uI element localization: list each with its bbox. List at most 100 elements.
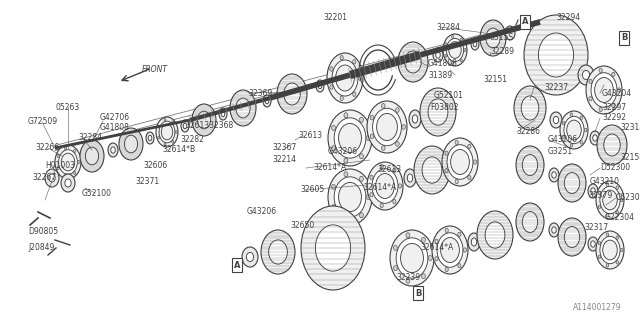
Ellipse shape (330, 85, 333, 89)
Ellipse shape (606, 183, 609, 186)
Ellipse shape (353, 60, 356, 64)
Text: H01003: H01003 (45, 161, 75, 170)
Ellipse shape (360, 176, 364, 181)
Ellipse shape (318, 83, 322, 89)
Ellipse shape (360, 154, 364, 159)
Ellipse shape (468, 233, 480, 251)
Ellipse shape (451, 149, 469, 174)
Ellipse shape (376, 114, 397, 140)
Ellipse shape (560, 111, 588, 149)
Ellipse shape (236, 98, 250, 118)
Ellipse shape (398, 42, 428, 82)
Ellipse shape (554, 116, 559, 124)
Ellipse shape (612, 103, 615, 108)
Ellipse shape (148, 135, 152, 141)
Ellipse shape (393, 168, 396, 172)
Ellipse shape (455, 140, 458, 145)
Text: B: B (415, 289, 421, 298)
Ellipse shape (332, 184, 335, 189)
Ellipse shape (330, 67, 333, 71)
Ellipse shape (606, 264, 609, 267)
Ellipse shape (219, 108, 227, 120)
Ellipse shape (596, 181, 624, 219)
Text: 32289: 32289 (490, 47, 514, 57)
Ellipse shape (74, 149, 76, 152)
Ellipse shape (468, 175, 471, 180)
Ellipse shape (422, 237, 426, 242)
Ellipse shape (370, 134, 374, 139)
Ellipse shape (344, 113, 348, 118)
Text: A: A (234, 260, 240, 269)
Ellipse shape (146, 132, 154, 144)
Text: G52100: G52100 (82, 188, 112, 197)
Ellipse shape (550, 112, 562, 128)
Ellipse shape (335, 65, 355, 91)
Ellipse shape (436, 52, 440, 58)
Text: 32613: 32613 (298, 132, 322, 140)
Ellipse shape (45, 169, 59, 187)
Ellipse shape (49, 174, 55, 182)
Ellipse shape (412, 115, 418, 123)
Ellipse shape (593, 135, 597, 141)
Ellipse shape (598, 205, 601, 209)
Text: G52101: G52101 (434, 91, 464, 100)
Ellipse shape (269, 240, 287, 264)
Ellipse shape (159, 121, 175, 143)
Ellipse shape (172, 121, 173, 124)
Ellipse shape (600, 186, 620, 214)
Text: J20849: J20849 (28, 244, 54, 252)
Ellipse shape (562, 121, 564, 125)
Ellipse shape (552, 172, 556, 178)
Ellipse shape (606, 233, 609, 236)
Text: 32239: 32239 (396, 274, 420, 283)
Ellipse shape (549, 168, 559, 182)
Ellipse shape (332, 204, 335, 210)
Ellipse shape (442, 138, 478, 186)
Text: 32284: 32284 (78, 133, 102, 142)
Ellipse shape (61, 153, 75, 171)
Ellipse shape (538, 33, 573, 77)
Ellipse shape (334, 177, 366, 217)
Text: 32317: 32317 (584, 223, 608, 233)
Ellipse shape (366, 195, 371, 200)
Ellipse shape (599, 68, 602, 73)
Ellipse shape (606, 214, 609, 217)
Ellipse shape (372, 169, 398, 203)
Ellipse shape (562, 135, 564, 139)
Ellipse shape (598, 241, 601, 245)
Ellipse shape (394, 266, 397, 271)
Text: 3261332368: 3261332368 (185, 121, 233, 130)
Ellipse shape (432, 226, 468, 274)
Ellipse shape (221, 111, 225, 117)
Ellipse shape (366, 135, 371, 140)
Ellipse shape (580, 116, 582, 119)
Text: F03802: F03802 (430, 103, 458, 113)
Ellipse shape (460, 38, 462, 41)
Ellipse shape (340, 55, 343, 60)
Ellipse shape (111, 147, 115, 153)
Ellipse shape (61, 174, 75, 192)
Ellipse shape (119, 128, 143, 160)
Ellipse shape (332, 60, 358, 96)
Ellipse shape (328, 110, 372, 166)
Ellipse shape (393, 199, 396, 204)
Ellipse shape (524, 15, 588, 95)
Ellipse shape (578, 65, 594, 85)
Text: 32267: 32267 (32, 173, 56, 182)
Ellipse shape (380, 164, 383, 169)
Text: 32158: 32158 (620, 154, 640, 163)
Ellipse shape (404, 169, 416, 187)
Ellipse shape (124, 135, 138, 153)
Ellipse shape (480, 20, 506, 56)
Ellipse shape (446, 38, 463, 61)
Ellipse shape (485, 222, 505, 248)
Ellipse shape (612, 72, 615, 76)
Text: 32286: 32286 (516, 127, 540, 137)
Ellipse shape (242, 247, 258, 267)
Ellipse shape (474, 160, 477, 164)
Ellipse shape (398, 184, 402, 188)
Ellipse shape (197, 111, 211, 129)
Ellipse shape (380, 203, 383, 208)
Text: 32315: 32315 (620, 124, 640, 132)
Text: 32614*A: 32614*A (363, 183, 396, 193)
